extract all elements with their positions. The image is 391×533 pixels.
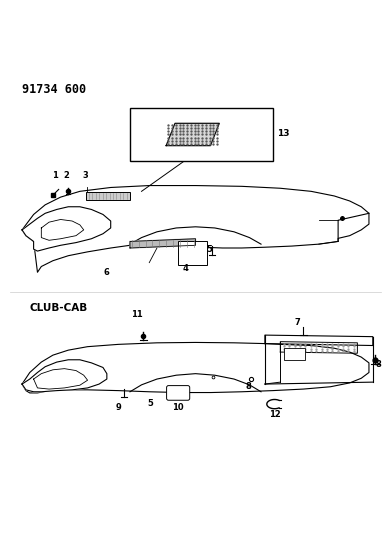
Text: 7: 7	[295, 318, 301, 327]
Polygon shape	[166, 123, 219, 146]
Text: 4: 4	[183, 264, 189, 273]
Text: 91734 600: 91734 600	[22, 83, 86, 96]
Text: 3: 3	[83, 172, 88, 181]
Text: 11: 11	[131, 310, 143, 319]
Bar	[130, 109, 273, 160]
Text: 5: 5	[206, 245, 212, 254]
FancyBboxPatch shape	[167, 385, 190, 400]
Text: 8: 8	[376, 360, 382, 369]
Text: 10: 10	[172, 403, 184, 413]
Text: CLUB-CAB: CLUB-CAB	[30, 303, 88, 313]
Text: 1: 1	[52, 172, 58, 181]
Bar	[86, 192, 130, 200]
Text: 8: 8	[246, 382, 251, 391]
Bar	[284, 348, 305, 360]
Polygon shape	[22, 207, 111, 251]
Text: 13: 13	[277, 129, 290, 138]
Bar	[178, 241, 207, 264]
Text: 2: 2	[63, 172, 69, 181]
Text: 5: 5	[147, 399, 153, 408]
Polygon shape	[22, 360, 107, 392]
Text: 9: 9	[115, 403, 121, 413]
Polygon shape	[130, 239, 196, 248]
Text: 12: 12	[269, 410, 280, 419]
Text: 6: 6	[104, 268, 110, 277]
